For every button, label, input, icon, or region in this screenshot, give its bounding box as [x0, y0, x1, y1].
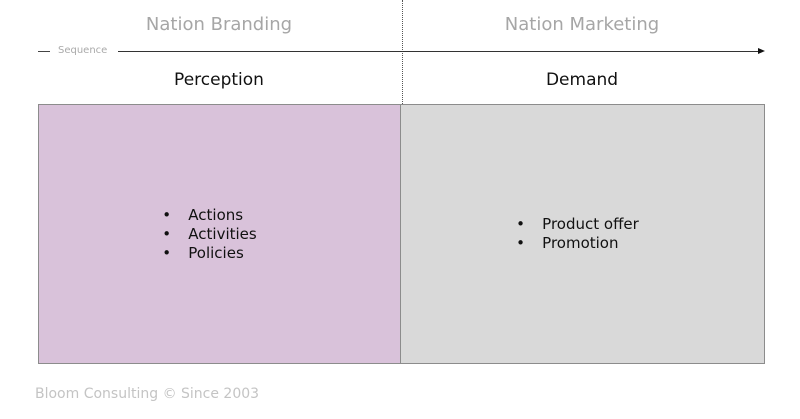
sequence-label: Sequence: [58, 45, 108, 56]
perception-box: Actions Activities Policies: [38, 104, 401, 364]
perception-list: Actions Activities Policies: [162, 206, 256, 263]
list-item: Product offer: [516, 215, 639, 234]
column-title-demand: Demand: [545, 70, 619, 90]
footer-copyright: Bloom Consulting © Since 2003: [35, 386, 260, 402]
demand-box: Product offer Promotion: [400, 104, 765, 364]
demand-list: Product offer Promotion: [516, 215, 639, 253]
sequence-dash: [38, 51, 50, 52]
phase-nation-marketing: Nation Marketing: [504, 14, 660, 35]
list-item: Activities: [162, 225, 256, 244]
arrow-head-icon: [758, 48, 765, 54]
list-item: Policies: [162, 244, 256, 263]
list-item: Promotion: [516, 234, 639, 253]
divider-dotted-line: [402, 0, 403, 104]
list-item: Actions: [162, 206, 256, 225]
phase-nation-branding: Nation Branding: [145, 14, 293, 35]
column-title-perception: Perception: [174, 70, 264, 90]
sequence-arrow: [118, 51, 760, 52]
